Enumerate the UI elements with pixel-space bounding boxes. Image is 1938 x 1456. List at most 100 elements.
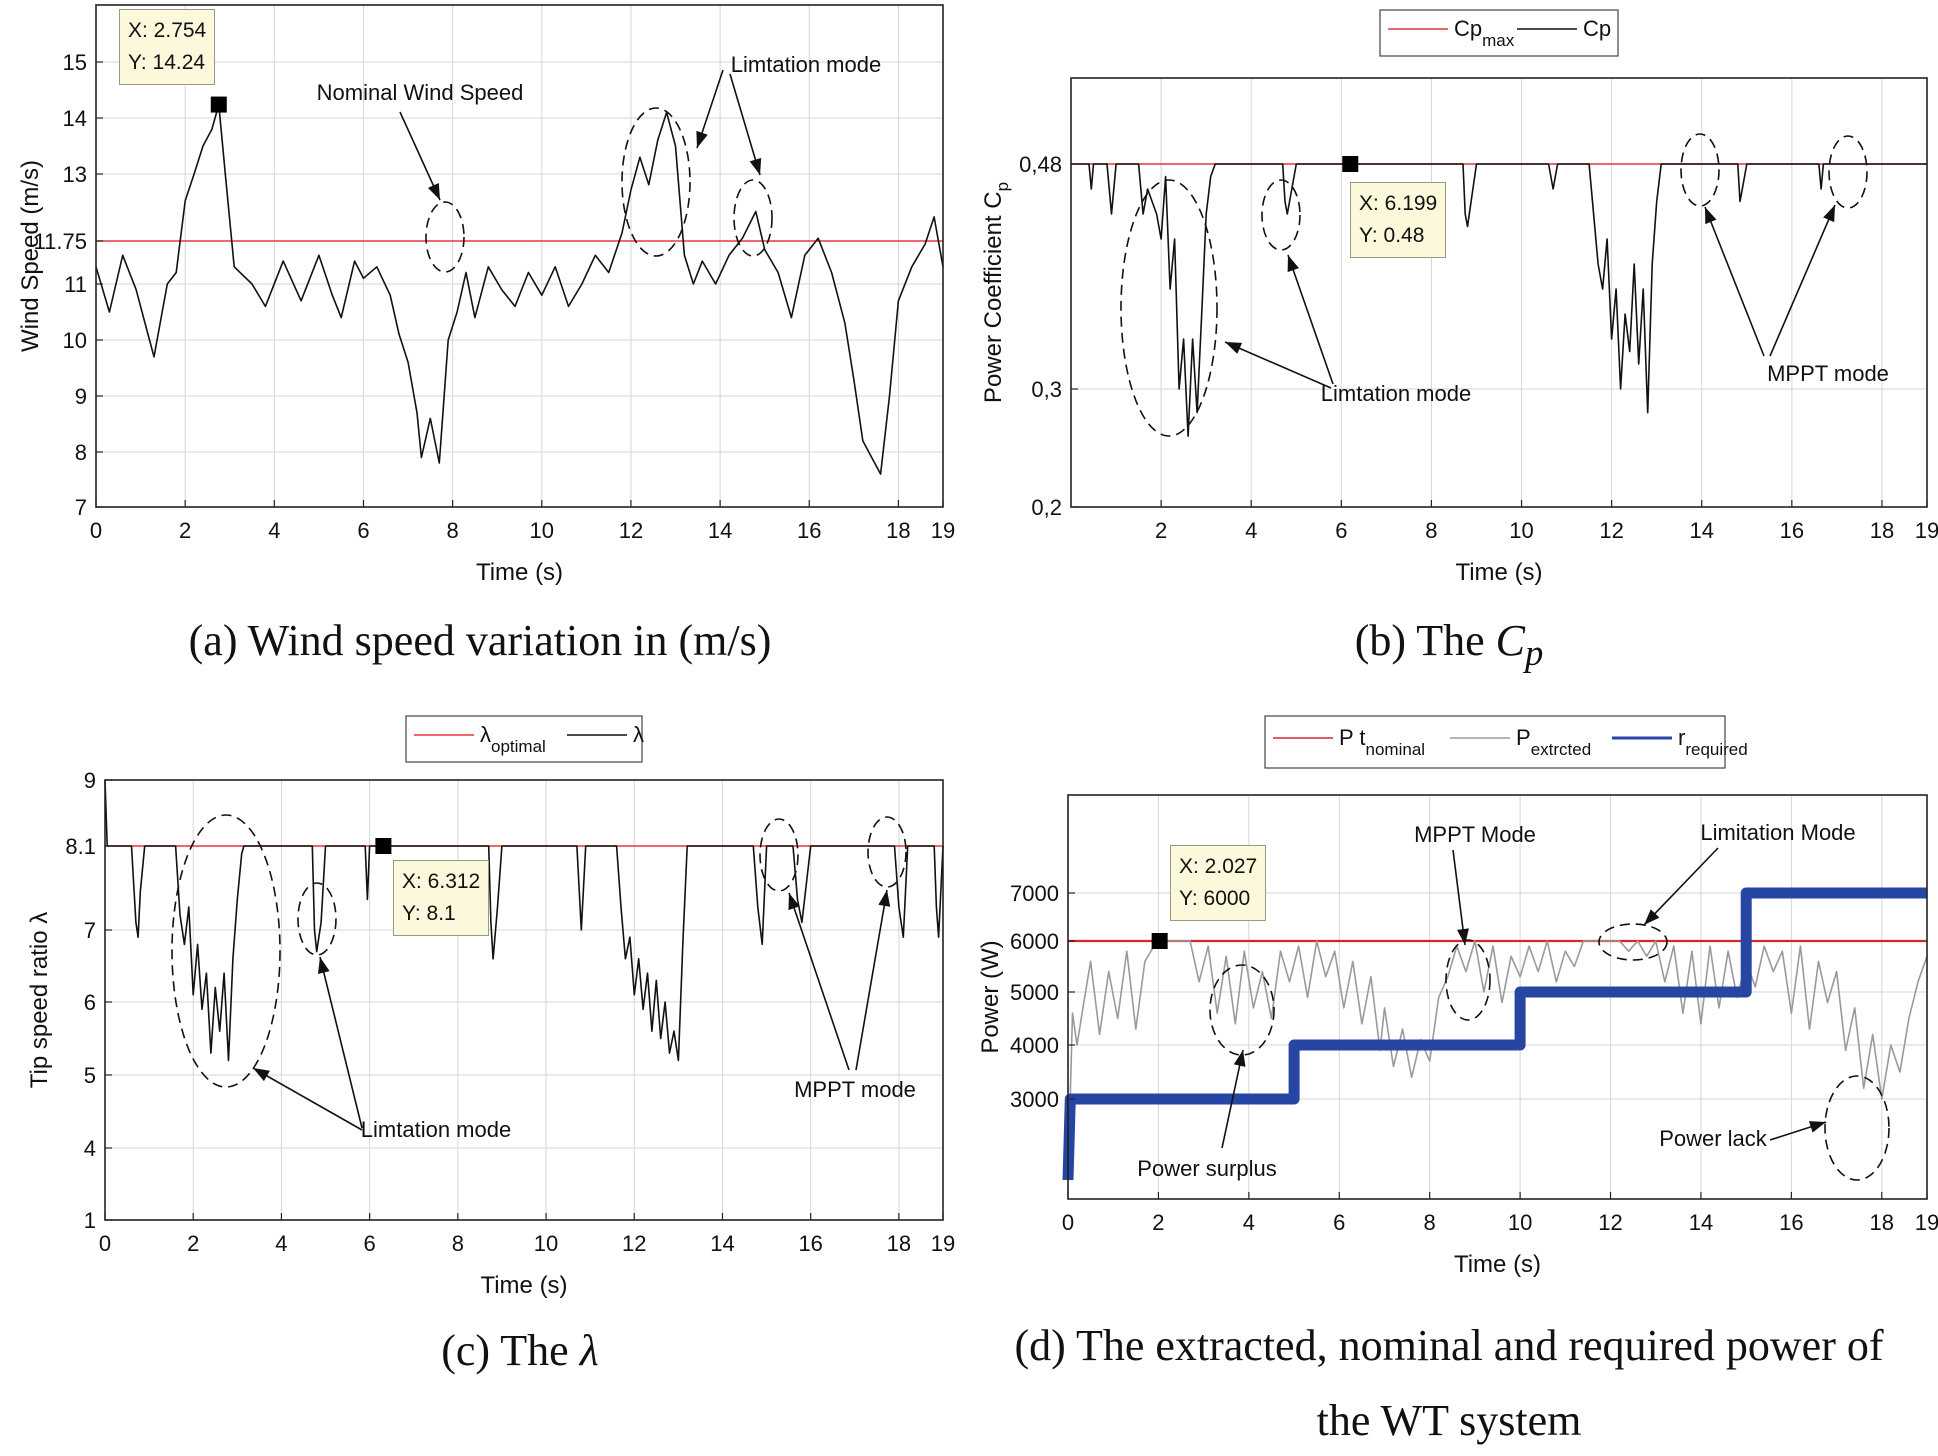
legend-label: Cpmax <box>1454 16 1515 50</box>
y-tick-label: 6000 <box>1010 929 1059 954</box>
x-tick-label: 18 <box>886 518 910 543</box>
y-tick-label: 1 <box>84 1208 96 1233</box>
series-line <box>104 779 944 1062</box>
y-tick-label: 13 <box>63 162 87 187</box>
plot-frame <box>95 4 944 508</box>
x-tick-label: 16 <box>798 1231 822 1256</box>
y-axis-label: Power (W) <box>977 940 1004 1053</box>
arrow-line <box>1643 847 1719 926</box>
y-axis-label: Power Coefficient Cp <box>980 182 1012 403</box>
x-tick-label: 14 <box>710 1231 734 1256</box>
arrow-line <box>1287 254 1334 385</box>
arrow-head <box>1287 255 1299 273</box>
legend-label-subscript: optimal <box>491 737 546 756</box>
datatip-b: X: 6.199 Y: 0.48 <box>1350 182 1447 258</box>
x-tick-label: 0 <box>1062 1210 1074 1235</box>
x-tick-label: 8 <box>1424 1210 1436 1235</box>
dashed-ellipse <box>171 814 281 1088</box>
dashed-ellipse <box>1261 179 1301 251</box>
dashed-ellipse <box>1824 1075 1890 1181</box>
x-tick-label: 10 <box>534 1231 558 1256</box>
annotation-label: MPPT mode <box>794 1077 916 1102</box>
x-tick-label: 4 <box>1243 1210 1255 1235</box>
arrow-head <box>317 957 330 974</box>
datatip-marker <box>1342 156 1359 172</box>
y-tick-label: 10 <box>63 328 87 353</box>
y-tick-label: 5 <box>84 1063 96 1088</box>
datatip-a-y: Y: 14.24 <box>128 51 206 74</box>
dashed-ellipse <box>621 107 691 257</box>
series-line <box>1067 940 1928 1181</box>
dashed-ellipse <box>759 818 799 892</box>
datatip-d: X: 2.027 Y: 6000 <box>1170 845 1267 921</box>
x-tick-label: 2 <box>187 1231 199 1256</box>
legend-label-subscript: nominal <box>1366 740 1426 759</box>
arrow-head <box>1808 1121 1826 1133</box>
x-tick-label: 2 <box>179 518 191 543</box>
y-tick-label: 7 <box>84 918 96 943</box>
x-tick-label: 6 <box>1335 518 1347 543</box>
x-tick-label: 16 <box>1779 1210 1803 1235</box>
x-tick-label: 6 <box>364 1231 376 1256</box>
datatip-marker <box>375 838 392 854</box>
x-tick-label: 19 <box>931 518 955 543</box>
caption-b: (b) The Cp <box>960 615 1938 674</box>
annotation-label: Limtation mode <box>731 52 881 77</box>
arrow-line <box>252 1067 363 1131</box>
arrow-head <box>1705 207 1717 225</box>
legend-label-subscript: extrcted <box>1531 740 1591 759</box>
y-axis-label-text: Tip speed ratio λ <box>26 912 53 1089</box>
x-tick-label: 2 <box>1155 518 1167 543</box>
dashed-ellipse <box>1209 964 1275 1056</box>
legend-label-main: λ <box>633 722 644 747</box>
x-tick-label: 12 <box>619 518 643 543</box>
legend-label-main: λ <box>480 722 491 747</box>
arrow-line <box>319 956 363 1129</box>
datatip-d-x: X: 2.027 <box>1179 855 1258 878</box>
x-tick-label: 18 <box>1870 1210 1894 1235</box>
legend-label-subscript: max <box>1482 31 1515 50</box>
datatip-a-x: X: 2.754 <box>128 19 207 42</box>
x-tick-label: 16 <box>797 518 821 543</box>
x-tick-label: 0 <box>90 518 102 543</box>
series-line <box>95 103 944 475</box>
datatip-c: X: 6.312 Y: 8.1 <box>393 860 490 936</box>
legend-box <box>1379 9 1619 57</box>
x-tick-label: 10 <box>530 518 554 543</box>
arrow-line <box>1221 1049 1244 1149</box>
arrow-line <box>729 73 761 176</box>
x-tick-label: 12 <box>1598 1210 1622 1235</box>
x-tick-label: 19 <box>931 1231 955 1256</box>
legend-label: Cp <box>1583 16 1611 41</box>
caption-a: (a) Wind speed variation in (m/s) <box>188 616 772 665</box>
arrow-line <box>855 889 888 1071</box>
arrow-head <box>1823 205 1835 223</box>
arrow-head <box>1457 928 1469 945</box>
arrow-line <box>1704 206 1765 357</box>
x-tick-label: 19 <box>1915 518 1938 543</box>
legend: Cpmax Cp <box>1379 9 1619 57</box>
x-tick-label: 10 <box>1508 1210 1532 1235</box>
legend-label: λoptimal <box>480 722 546 756</box>
legend: P tnominal Pextrcted rrequired <box>1264 715 1748 769</box>
dashed-ellipse <box>867 816 907 888</box>
legend: λoptimal λ <box>405 715 644 763</box>
arrow-head <box>1225 342 1243 354</box>
arrow-head <box>788 893 800 911</box>
arrow-head <box>749 157 762 175</box>
chart-d: 0 2 4 6 8 10 12 14 16 18 19 3000 4000 5000 6000 7000 Tim… <box>977 715 1938 1278</box>
dashed-ellipse <box>1680 133 1720 207</box>
x-tick-label: 14 <box>708 518 732 543</box>
caption-b-symbol: C <box>1495 616 1525 665</box>
chart-a: 0 2 4 6 8 10 12 14 16 18 19 7 8 9 10 11 11.75 13 14 15 Time … <box>17 4 955 586</box>
annotation-label: Nominal Wind Speed <box>317 80 524 105</box>
x-tick-label: 14 <box>1689 1210 1713 1235</box>
y-tick-label: 4000 <box>1010 1033 1059 1058</box>
y-tick-label: 6 <box>84 990 96 1015</box>
datatip-b-y: Y: 0.48 <box>1359 224 1425 247</box>
arrow-head <box>696 130 708 148</box>
y-tick-label: 4 <box>84 1136 96 1161</box>
y-axis-label-text: Power Coefficient C <box>980 191 1007 403</box>
legend-label: Pextrcted <box>1516 725 1591 759</box>
